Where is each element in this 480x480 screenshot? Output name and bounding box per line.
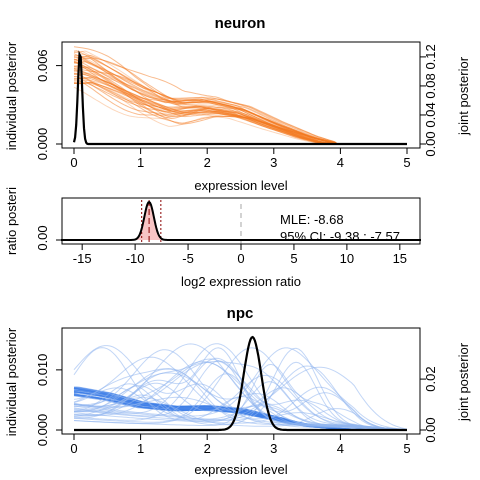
- npc-individual-curves: [74, 344, 407, 430]
- ratio-x-tick-label: 15: [393, 251, 407, 266]
- npc-x-axis: 0 1 2 3 4 5: [70, 434, 410, 456]
- ratio-mle-annotation: MLE: -8.68: [280, 212, 344, 227]
- neuron-x-tick-label: 0: [70, 155, 77, 170]
- ratio-x-tick-label: 5: [290, 251, 297, 266]
- npc-x-tick-label: 0: [70, 441, 77, 456]
- npc-x-tick-label: 5: [403, 441, 410, 456]
- neuron-individual-curve: [74, 60, 407, 144]
- neuron-individual-curve: [74, 51, 407, 144]
- ratio-x-axis: -15 -10 -5 0 5 10 15: [73, 244, 407, 266]
- npc-y-axis-label-right: joint posterior: [456, 342, 471, 422]
- ratio-x-tick-label: -15: [73, 251, 92, 266]
- npc-x-axis-label: expression level: [194, 462, 287, 477]
- ratio-y-tick-label: 0.00: [35, 225, 50, 250]
- ratio-panel: -15 -10 -5 0 5 10 15 0.00 MLE: -8.68 95% CI: -…: [4, 187, 421, 289]
- npc-x-tick-label: 4: [337, 441, 344, 456]
- npc-y-left-tick-label: 0.000: [35, 414, 50, 447]
- npc-x-tick-label: 2: [204, 441, 211, 456]
- neuron-title: neuron: [215, 15, 266, 32]
- npc-panel: npc 0 1 2 3 4 5 0.000 0.010 0.00 0.02 expressio…: [4, 305, 471, 477]
- neuron-y-axis-label-left: individual posterior: [4, 41, 19, 150]
- neuron-y-left-tick-label: 0.006: [35, 49, 50, 82]
- neuron-individual-curves: [74, 47, 407, 144]
- neuron-x-axis-label: expression level: [194, 178, 287, 193]
- npc-y-left-tick-label: 0.010: [35, 354, 50, 387]
- neuron-individual-curve: [74, 62, 407, 144]
- neuron-y-right-tick-label: 0.12: [423, 44, 438, 69]
- neuron-y-right-tick-label: 0.04: [423, 102, 438, 127]
- neuron-x-tick-label: 3: [270, 155, 277, 170]
- neuron-y-right-tick-label: 0.00: [423, 131, 438, 156]
- ratio-y-axis-label: ratio posteri: [4, 187, 19, 255]
- npc-x-tick-label: 1: [137, 441, 144, 456]
- ratio-x-axis-label: log2 expression ratio: [181, 274, 301, 289]
- ratio-x-tick-label: -5: [182, 251, 194, 266]
- npc-y-axis-label-left: individual posterior: [4, 327, 19, 436]
- neuron-y-axis-right: 0.00 0.04 0.08 0.12: [420, 44, 438, 156]
- neuron-y-left-tick-label: 0.000: [35, 128, 50, 161]
- npc-y-right-tick-label: 0.02: [423, 366, 438, 391]
- ratio-x-tick-label: 0: [237, 251, 244, 266]
- neuron-x-tick-label: 1: [137, 155, 144, 170]
- neuron-y-axis-label-right: joint posterior: [456, 56, 471, 136]
- neuron-x-tick-label: 2: [204, 155, 211, 170]
- npc-y-axis-right: 0.00 0.02: [420, 366, 438, 442]
- npc-x-tick-label: 3: [270, 441, 277, 456]
- npc-y-axis-left: 0.000 0.010: [35, 354, 62, 447]
- neuron-individual-curve: [74, 59, 407, 144]
- neuron-y-axis-left: 0.000 0.006: [35, 49, 62, 160]
- neuron-x-tick-label: 4: [337, 155, 344, 170]
- ratio-y-axis: 0.00: [35, 225, 62, 250]
- ratio-x-tick-label: -10: [126, 251, 145, 266]
- neuron-individual-curve: [74, 62, 407, 144]
- neuron-y-right-tick-label: 0.08: [423, 73, 438, 98]
- ratio-x-tick-label: 10: [340, 251, 354, 266]
- npc-y-right-tick-label: 0.00: [423, 417, 438, 442]
- npc-title: npc: [227, 305, 254, 322]
- neuron-panel: neuron 0 1 2 3 4 5 0.000 0.006 0.00 0.04 0.08 0.1…: [4, 15, 471, 193]
- ratio-ci-annotation: 95% CI: -9.38 : -7.57: [280, 229, 400, 244]
- neuron-x-axis: 0 1 2 3 4 5: [70, 148, 410, 170]
- neuron-x-tick-label: 5: [403, 155, 410, 170]
